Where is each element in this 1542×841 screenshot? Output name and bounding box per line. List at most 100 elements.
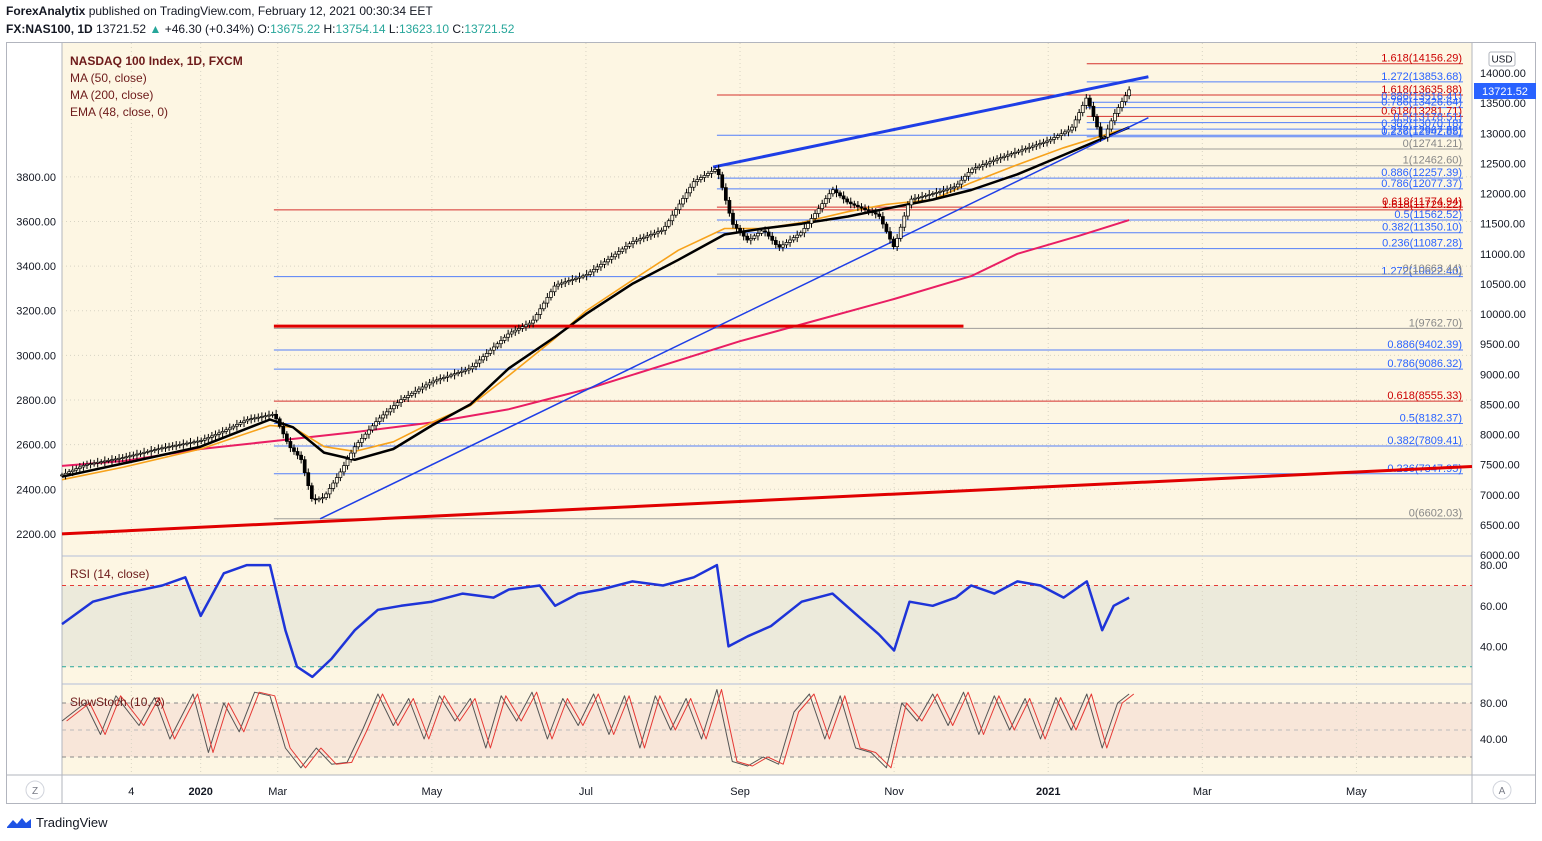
candle-body (1013, 151, 1017, 154)
candle-body (110, 459, 114, 461)
currency-box[interactable] (1488, 51, 1516, 67)
symbol[interactable]: FX:NAS100, 1D (6, 22, 93, 36)
fib-level-label: 0(12741.21) (1403, 138, 1462, 150)
candle-body (716, 168, 721, 176)
candle-body (456, 372, 461, 375)
rsi-legend[interactable]: RSI (14, close) (70, 567, 149, 581)
candle-body (784, 242, 789, 246)
candle-body (345, 459, 350, 466)
candle-body (884, 223, 889, 232)
candle-body (470, 366, 475, 370)
candle-body (77, 466, 82, 469)
candle-body (288, 441, 293, 449)
candle-body (195, 440, 200, 443)
candle-body (459, 370, 464, 373)
right-axis-label: 13000.00 (1480, 128, 1526, 140)
candle-body (1077, 112, 1082, 121)
candle-body (1080, 105, 1085, 113)
ma200-line (61, 219, 1130, 467)
candle-body (185, 442, 189, 445)
fib-level-label: 1.272(13853.68) (1381, 71, 1462, 83)
stoch-legend[interactable]: SlowStoch (10, 3) (70, 695, 165, 709)
candle-body (656, 231, 660, 234)
candle-body (531, 319, 535, 324)
candle-body (284, 433, 289, 442)
candle-body (167, 446, 171, 448)
stoch-k-line (61, 689, 1130, 769)
time-axis-label: Mar (268, 786, 287, 798)
candle-body (267, 414, 271, 417)
candle-body (923, 195, 928, 197)
right-axis-label: 10500.00 (1480, 279, 1526, 291)
candle-body (356, 442, 361, 448)
candle-body (670, 214, 675, 222)
candle-body (820, 203, 825, 209)
candle-body (841, 195, 846, 200)
legend-ma50[interactable]: MA (50, close) (70, 71, 147, 85)
candle-body (988, 161, 992, 164)
candle-body (1045, 140, 1049, 143)
candle-body (691, 181, 696, 188)
candle-body (1002, 155, 1007, 158)
candle-body (170, 445, 175, 448)
fib-level-label: 1(12462.60) (1403, 155, 1462, 167)
candle-body (252, 417, 257, 420)
candle-body (752, 235, 757, 239)
candle-body (891, 238, 896, 247)
auto-scale-button[interactable] (1492, 780, 1512, 800)
candle-body (488, 349, 493, 354)
candle-body (713, 168, 717, 172)
fib-level-label: 0(10663.44) (1403, 263, 1462, 275)
legend-ma200[interactable]: MA (200, close) (70, 88, 153, 102)
footer-brand[interactable]: TradingView (36, 815, 108, 830)
candle-body (963, 175, 967, 181)
candle-body (895, 238, 899, 248)
candle-body (738, 227, 742, 233)
fib-level-label: 0.618(13281.71) (1381, 105, 1462, 117)
candle-body (1055, 135, 1060, 138)
candle-body (260, 416, 264, 418)
candle-body (106, 459, 111, 462)
candle-body (898, 226, 903, 239)
symbol-line: FX:NAS100, 1D 13721.52 ▲ +46.30 (+0.34%)… (6, 22, 514, 36)
candle-body (1027, 146, 1032, 149)
legend-ema48[interactable]: EMA (48, close, 0) (70, 105, 168, 119)
candle-body (1120, 101, 1124, 108)
candle-body (816, 208, 821, 214)
candle-body (313, 498, 318, 501)
candle-body (434, 379, 439, 382)
candle-body (70, 469, 75, 473)
fib-level-label: 0.786(9086.32) (1387, 358, 1462, 370)
right-axis-label: 7000.00 (1480, 490, 1520, 502)
candle-body (948, 187, 953, 190)
candle-body (577, 276, 582, 279)
trend-line (712, 75, 1149, 169)
candle-body (270, 413, 275, 416)
candle-body (127, 455, 132, 458)
publisher-name[interactable]: ForexAnalytix (6, 4, 86, 18)
candle-body (781, 244, 785, 248)
candle-body (756, 233, 760, 237)
candle-body (973, 167, 978, 170)
left-axis-label: 3000.00 (16, 350, 56, 362)
candle-body (1113, 113, 1117, 122)
candle-body (327, 488, 332, 495)
candle-body (320, 497, 325, 500)
candle-body (513, 329, 518, 333)
candle-body (684, 192, 689, 199)
candle-body (277, 418, 282, 427)
candle-body (202, 438, 207, 441)
candle-body (549, 291, 553, 298)
candle-body (495, 343, 500, 348)
zoom-button[interactable] (25, 780, 45, 800)
candle-body (859, 206, 864, 209)
candle-body (484, 353, 489, 358)
candle-body (870, 210, 875, 213)
auto-scale-button-label: A (1499, 786, 1506, 797)
candle-body (420, 386, 425, 390)
right-axis-label: 12000.00 (1480, 189, 1526, 201)
candle-body (1009, 153, 1014, 156)
candle-body (102, 460, 107, 463)
candle-body (1088, 97, 1092, 107)
